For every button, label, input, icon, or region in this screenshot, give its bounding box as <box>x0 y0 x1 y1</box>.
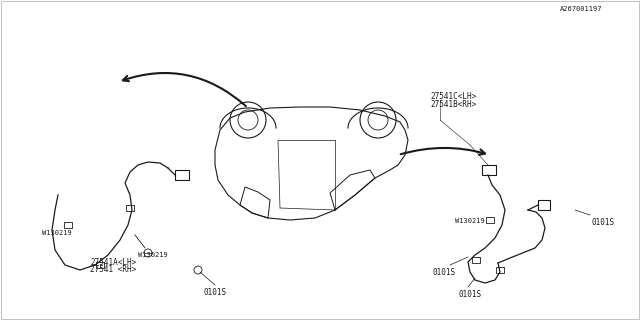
Bar <box>486 217 494 223</box>
Text: A267001197: A267001197 <box>560 6 602 12</box>
Bar <box>472 257 480 263</box>
Text: 0101S: 0101S <box>458 290 481 299</box>
Text: 27541B<RH>: 27541B<RH> <box>430 100 476 109</box>
Bar <box>64 222 72 228</box>
Bar <box>538 200 550 210</box>
Text: 0101S: 0101S <box>432 268 455 277</box>
Text: W130219: W130219 <box>138 252 168 258</box>
Text: 27541 <RH>: 27541 <RH> <box>90 265 136 274</box>
Bar <box>126 205 134 211</box>
Text: 0101S: 0101S <box>592 218 615 227</box>
Bar <box>496 267 504 273</box>
Text: 27541C<LH>: 27541C<LH> <box>430 92 476 101</box>
Bar <box>96 262 104 268</box>
Bar <box>482 165 496 175</box>
Text: W130219: W130219 <box>455 218 484 224</box>
Text: W130219: W130219 <box>42 230 72 236</box>
Bar <box>175 170 189 180</box>
Text: 0101S: 0101S <box>204 288 227 297</box>
Text: 27541A<LH>: 27541A<LH> <box>90 258 136 267</box>
